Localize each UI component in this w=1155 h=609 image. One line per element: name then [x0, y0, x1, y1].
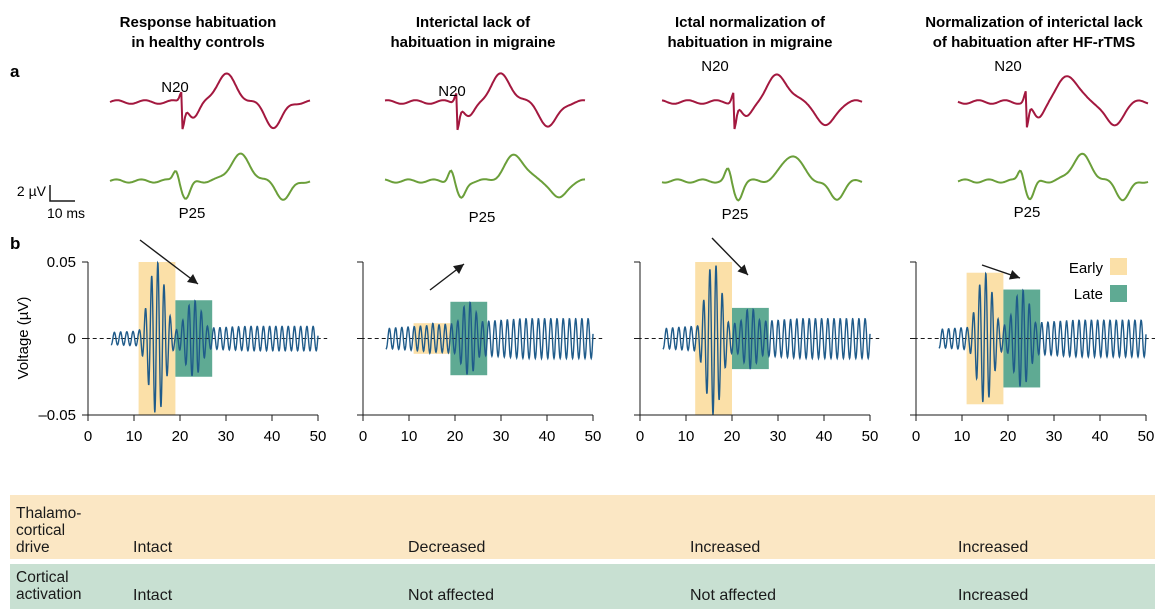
x-tick-label: 30 [493, 428, 510, 445]
x-tick-label: 40 [264, 428, 281, 445]
evoked-trace-p25 [109, 152, 311, 201]
x-tick-label: 40 [539, 428, 556, 445]
peak-label-n20: N20 [438, 83, 466, 100]
x-tick-label: 10 [126, 428, 143, 445]
oscillation-panel-4: 01020304050Time (ms) [910, 261, 1155, 445]
x-tick-label: 0 [359, 428, 367, 445]
series-line [662, 265, 871, 415]
figure-svg: a b Response habituation in healthy control… [10, 14, 1155, 445]
x-tick-label: 30 [1046, 428, 1063, 445]
trend-arrow-head [1008, 270, 1020, 280]
legend-early-label: Early [1069, 260, 1104, 277]
evoked-trace-n20 [661, 73, 863, 130]
evoked-panel-2: N20 P25 [384, 72, 586, 226]
x-tick-label: 20 [172, 428, 189, 445]
x-tick-label: 10 [954, 428, 971, 445]
x-tick-label: 10 [678, 428, 695, 445]
evoked-trace-n20 [109, 72, 311, 130]
evoked-trace-n20 [957, 75, 1149, 128]
x-tick-label: 20 [1000, 428, 1017, 445]
x-tick-label: 10 [401, 428, 418, 445]
panel-label-a: a [10, 62, 20, 81]
evoked-trace-n20 [384, 72, 586, 131]
cell-value: Not affected [690, 587, 776, 604]
trend-arrow-head [187, 273, 198, 284]
x-tick-label: 50 [862, 428, 879, 445]
scale-time-label: 10 ms [47, 205, 85, 221]
evoked-trace-p25 [384, 153, 586, 199]
x-tick-label: 30 [218, 428, 235, 445]
x-tick-label: 40 [816, 428, 833, 445]
row-cortical-activation: Cortical activation Intact Not affected … [10, 564, 1155, 609]
evoked-panel-3: N20 P25 [661, 58, 863, 223]
evoked-trace-p25 [957, 152, 1149, 202]
trend-arrow [139, 239, 199, 285]
scale-bar-lines [49, 185, 75, 202]
peak-label-n20: N20 [994, 58, 1022, 75]
cell-value: Increased [958, 587, 1029, 604]
row-thalamocortical-drive: Thalamo- cortical drive Intact Decreased… [10, 495, 1155, 559]
peak-label-p25: P25 [1014, 204, 1041, 221]
x-tick-label: 0 [84, 428, 92, 445]
row-label: Cortical activation [16, 569, 82, 603]
panel-label-b: b [10, 234, 20, 253]
x-tick-label: 50 [585, 428, 602, 445]
x-tick-label: 20 [724, 428, 741, 445]
cell-value: Increased [690, 539, 761, 556]
column-title-3: Ictal normalization of [675, 14, 826, 31]
legend: Early Late [1069, 258, 1127, 303]
peak-label-n20: N20 [161, 79, 189, 96]
y-tick-label: 0.05 [47, 254, 76, 271]
column-title-2: Interictal lack of [416, 14, 531, 31]
cell-value: Not affected [408, 587, 494, 604]
x-tick-label: 30 [770, 428, 787, 445]
cell-value: Increased [958, 539, 1029, 556]
column-title-2: habituation in migraine [390, 34, 555, 51]
y-axis-label: Voltage (µV) [15, 297, 32, 380]
column-title-1: in healthy controls [131, 34, 264, 51]
x-tick-label: 50 [1138, 428, 1155, 445]
y-tick-label: 0 [68, 331, 76, 348]
column-title-3: habituation in migraine [667, 34, 832, 51]
peak-label-p25: P25 [179, 205, 206, 222]
evoked-panel-4: N20 P25 [957, 58, 1149, 221]
oscillation-panel-2: 01020304050Time (ms) [357, 261, 603, 445]
oscillation-panel-3: 01020304050Time (ms) [634, 237, 880, 445]
trend-arrow-head [737, 264, 748, 275]
evoked-trace-p25 [661, 155, 863, 202]
series-line [938, 271, 1147, 403]
peak-label-p25: P25 [469, 209, 496, 226]
column-title-4: of habituation after HF-rTMS [933, 34, 1136, 51]
legend-late-swatch [1110, 285, 1127, 302]
legend-late-label: Late [1074, 286, 1103, 303]
legend-early-swatch [1110, 258, 1127, 275]
x-tick-label: 0 [636, 428, 644, 445]
column-title-4: Normalization of interictal lack [925, 14, 1143, 31]
scale-voltage-label: 2 µV [17, 183, 47, 199]
evoked-panel-1: N20 P25 [109, 72, 311, 222]
cell-value: Intact [133, 587, 173, 604]
x-tick-label: 0 [912, 428, 920, 445]
row-label: Thalamo- cortical drive [16, 505, 82, 556]
peak-label-p25: P25 [722, 206, 749, 223]
peak-label-n20: N20 [701, 58, 729, 75]
series-line [385, 301, 594, 375]
trend-arrow-head [453, 264, 464, 275]
y-tick-label: –0.05 [38, 407, 76, 424]
cell-value: Intact [133, 539, 173, 556]
x-tick-label: 20 [447, 428, 464, 445]
cell-value: Decreased [408, 539, 486, 556]
series-line [110, 260, 319, 413]
column-title-1: Response habituation [120, 14, 277, 31]
x-tick-label: 50 [310, 428, 327, 445]
x-tick-label: 40 [1092, 428, 1109, 445]
